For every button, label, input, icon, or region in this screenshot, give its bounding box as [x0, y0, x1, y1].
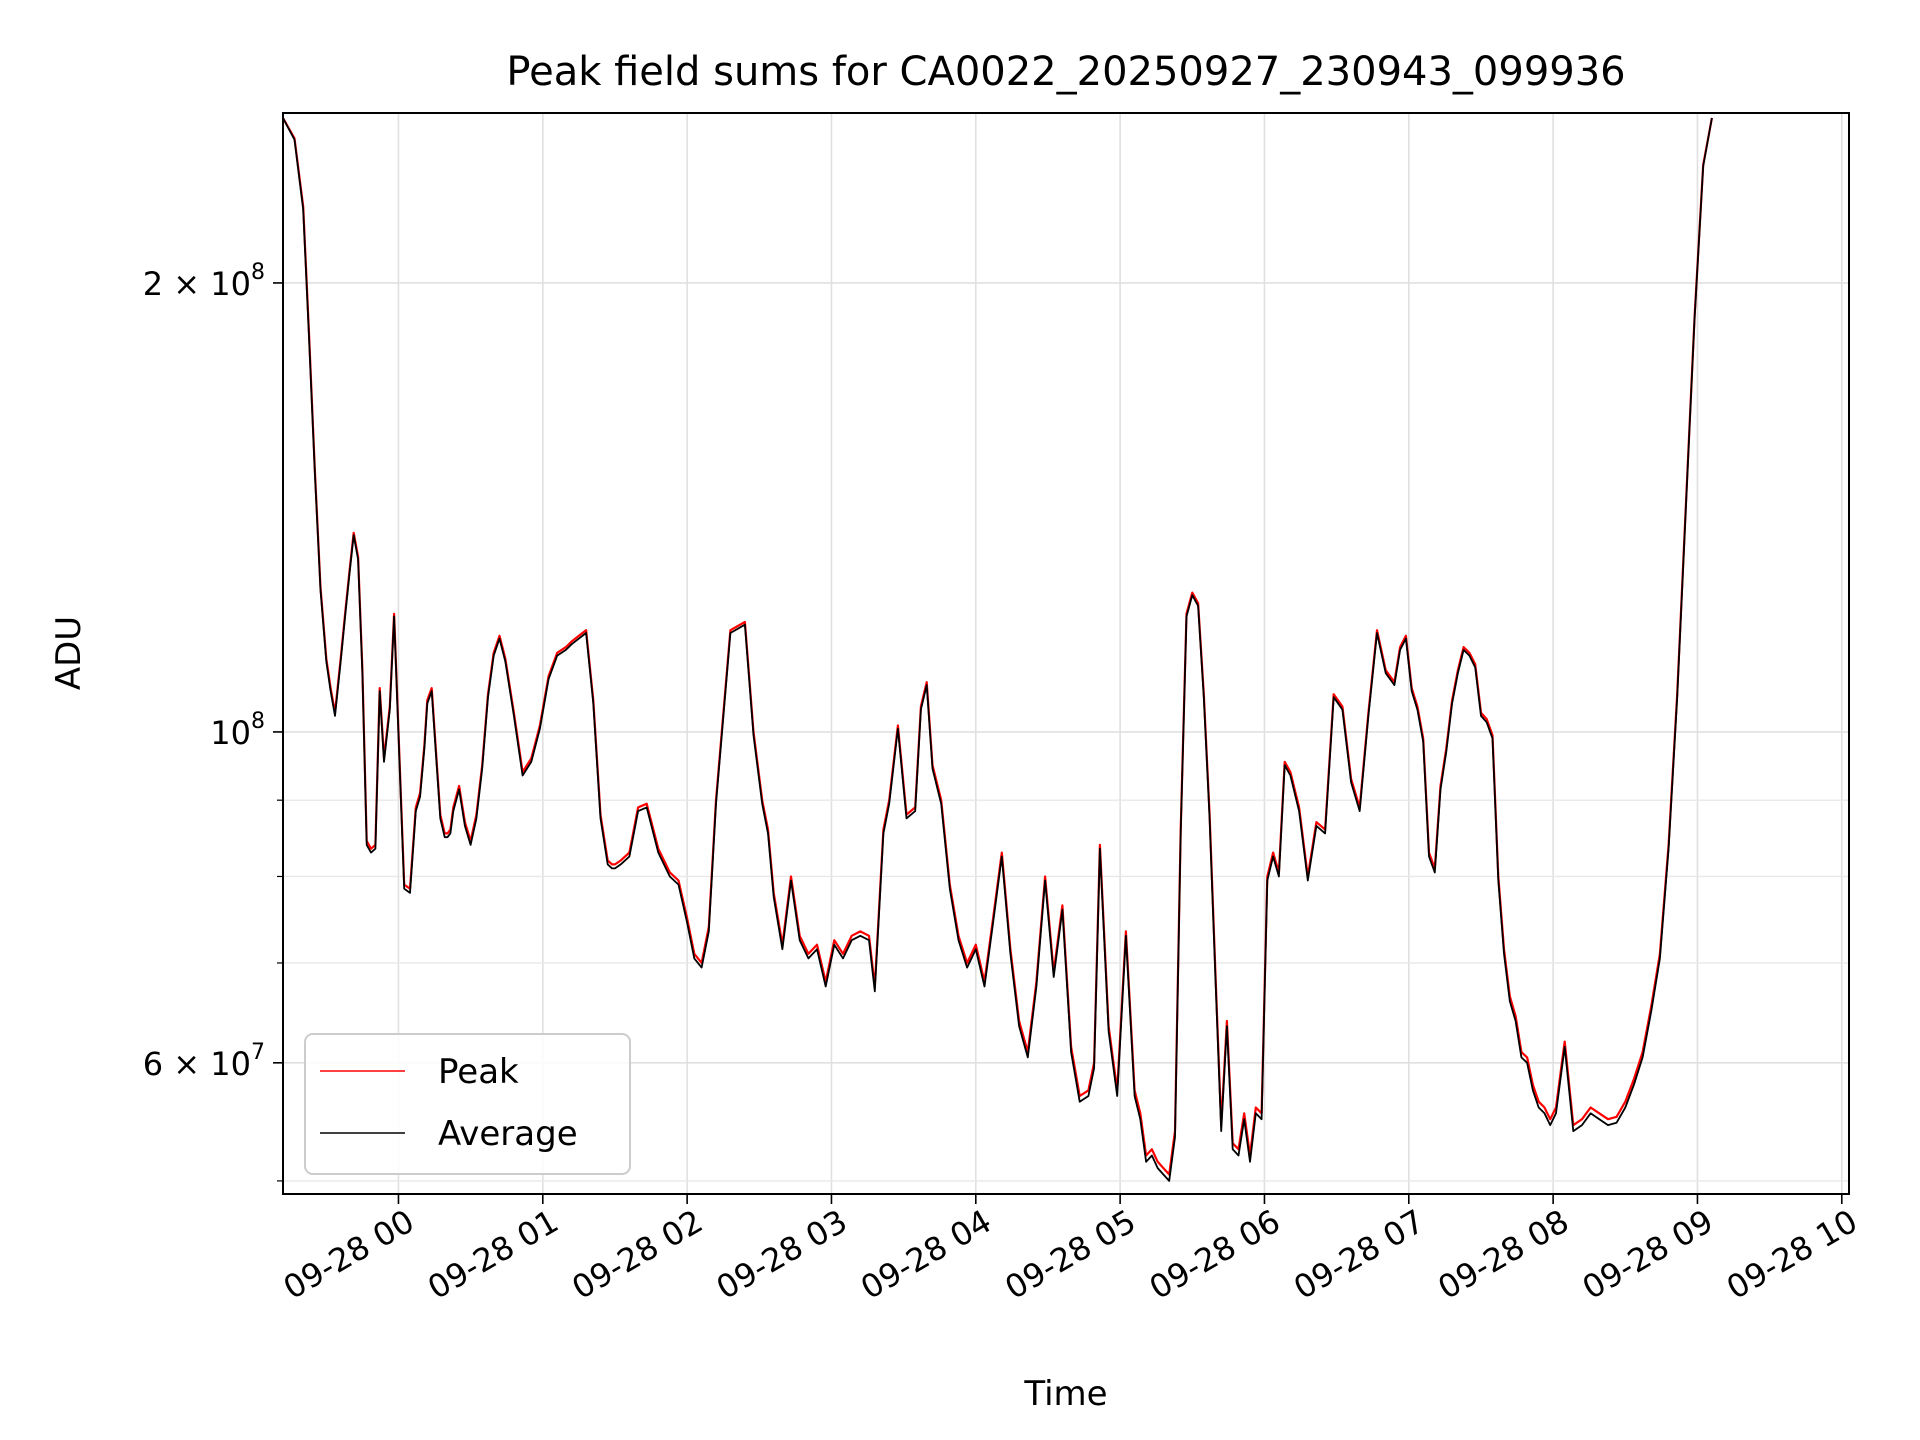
y-tick-label: 2 × 108: [143, 260, 265, 303]
y-axis-label: ADU: [49, 616, 89, 690]
chart-title: Peak field sums for CA0022_20250927_2309…: [506, 49, 1625, 95]
legend-label-average: Average: [438, 1114, 578, 1154]
plot-frame: [282, 112, 1850, 1195]
x-axis-label: Time: [1023, 1374, 1107, 1414]
series-layer: [283, 117, 1713, 1182]
y-tick-label: 6 × 107: [143, 1040, 265, 1083]
legend: Peak Average: [304, 1033, 631, 1175]
series-line-average: [283, 117, 1713, 1182]
legend-label-peak: Peak: [438, 1052, 519, 1092]
legend-box: [304, 1033, 631, 1175]
grid: [283, 113, 1849, 1194]
